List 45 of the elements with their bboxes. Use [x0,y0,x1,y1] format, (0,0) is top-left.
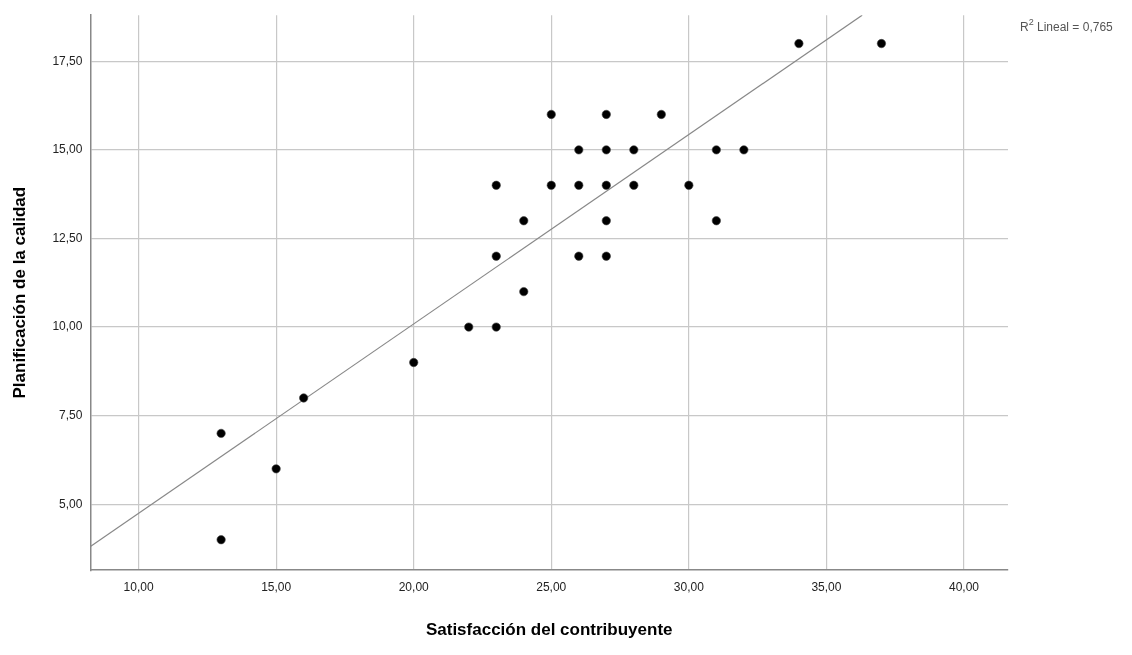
point [601,109,611,119]
x-tick-label: 35,00 [811,579,842,594]
point [684,180,694,190]
point [739,145,749,155]
point [299,393,309,403]
point [574,251,584,261]
point [519,287,529,297]
x-tick-label: 20,00 [398,579,430,594]
point [216,428,226,438]
x-axis-title: Satisfacción del contribuyente [425,620,673,640]
point [271,464,281,474]
point [876,39,886,49]
point [491,251,501,261]
point [794,39,804,49]
x-tick-label: 30,00 [673,579,705,594]
x-tick-label: 25,00 [536,579,567,594]
point [629,145,639,155]
y-tick-label: 5,00 [59,496,83,511]
point [601,216,611,226]
point [711,216,721,226]
point [656,109,666,119]
y-tick-label: 7,50 [59,407,83,422]
point [491,322,501,332]
point [601,145,611,155]
point [601,251,611,261]
point [464,322,474,332]
point [519,216,529,226]
point [711,145,721,155]
y-tick-label: 15,00 [52,142,83,157]
point [491,180,501,190]
point [216,535,226,545]
point [629,180,639,190]
x-tick-label: 15,00 [261,579,292,594]
y-tick-label: 12,50 [52,230,83,245]
x-tick-label: 10,00 [123,579,154,594]
x-tick-label: 40,00 [948,579,980,594]
point [409,358,419,368]
point [601,180,611,190]
point [546,109,556,119]
point [574,180,584,190]
point [546,180,556,190]
y-tick-label: 10,00 [52,319,83,334]
point [574,145,584,155]
y-axis-title: Planificación de la calidad [9,186,29,399]
y-tick-label: 17,50 [52,53,83,68]
